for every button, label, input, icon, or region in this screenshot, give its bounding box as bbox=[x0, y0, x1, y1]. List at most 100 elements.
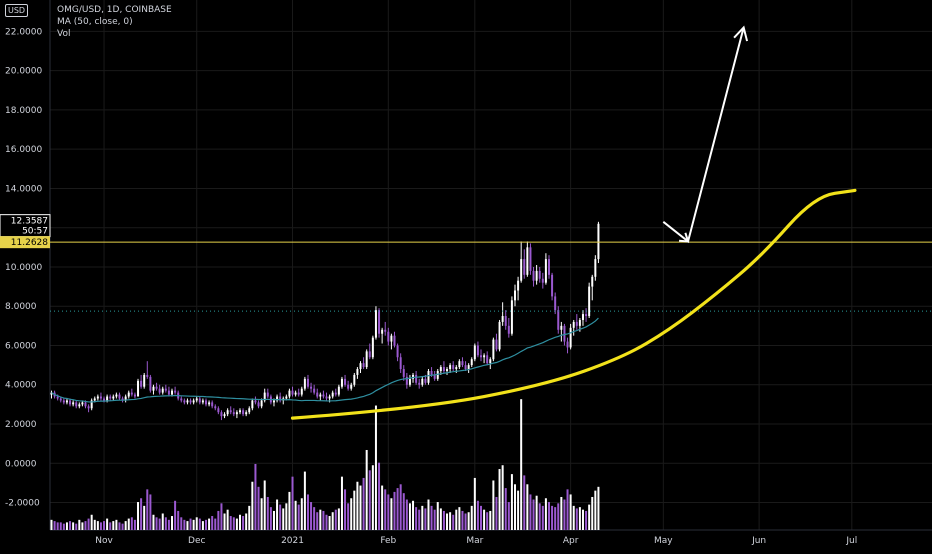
candle-body bbox=[371, 337, 374, 358]
candle-body bbox=[449, 365, 452, 370]
countdown-label: 50:57 bbox=[22, 227, 48, 237]
volume-bar bbox=[310, 502, 313, 530]
volume-bar bbox=[306, 494, 309, 530]
level-price-tag bbox=[0, 236, 50, 249]
candle-body bbox=[529, 247, 532, 271]
candle-body bbox=[121, 398, 124, 401]
volume-bar bbox=[214, 518, 217, 530]
volume-bar bbox=[514, 484, 516, 530]
candle-body bbox=[461, 361, 464, 366]
ma-line-path bbox=[51, 317, 599, 403]
volume-bar bbox=[192, 519, 195, 530]
candle-body bbox=[115, 394, 118, 397]
volume-bar bbox=[476, 500, 479, 530]
volume-bar bbox=[288, 491, 291, 530]
candle-body bbox=[430, 371, 433, 375]
volume-bar bbox=[362, 477, 365, 530]
volume-bar bbox=[226, 509, 229, 530]
candle-body bbox=[597, 223, 600, 260]
candle-body bbox=[526, 247, 529, 275]
vol-legend[interactable]: Vol bbox=[57, 29, 71, 39]
candle-body bbox=[59, 398, 62, 401]
volume-bar bbox=[464, 513, 467, 530]
y-tick-label: -2.0000 bbox=[5, 499, 40, 509]
volume-bar bbox=[551, 505, 554, 530]
candle-body bbox=[510, 300, 513, 334]
volume-bar bbox=[585, 510, 588, 530]
volume-bar bbox=[81, 522, 84, 530]
candle-body bbox=[294, 392, 297, 395]
volume-bar bbox=[529, 494, 532, 530]
candle-body bbox=[418, 382, 421, 385]
volume-bar bbox=[167, 519, 170, 530]
volume-bar bbox=[205, 519, 207, 530]
volume-bar bbox=[495, 496, 498, 530]
candle-body bbox=[130, 392, 133, 395]
candle-body bbox=[572, 321, 575, 328]
currency-badge[interactable]: USD bbox=[5, 4, 29, 17]
ma-legend[interactable]: MA (50, close, 0) bbox=[57, 17, 133, 27]
candle-body bbox=[171, 390, 174, 395]
volume-bar bbox=[118, 522, 121, 530]
candle-body bbox=[84, 402, 87, 407]
candle-body bbox=[532, 270, 535, 281]
volume-bar bbox=[115, 519, 118, 530]
volume-bar bbox=[171, 516, 174, 530]
candle-body bbox=[563, 325, 566, 342]
candle-body bbox=[62, 400, 65, 403]
candle-body bbox=[446, 369, 449, 371]
candle-body bbox=[387, 331, 390, 342]
volume-bar bbox=[452, 514, 455, 530]
candle-body bbox=[331, 392, 334, 397]
volume-bar bbox=[439, 508, 442, 530]
grid-lines bbox=[49, 0, 932, 531]
candle-body bbox=[544, 259, 547, 283]
candle-body bbox=[517, 280, 520, 291]
volume-bar bbox=[245, 513, 248, 530]
x-tick-label: Apr bbox=[563, 536, 579, 546]
volume-bar bbox=[124, 521, 127, 530]
candle-body bbox=[399, 357, 402, 370]
volume-bar bbox=[328, 516, 331, 530]
volume-bar bbox=[430, 505, 433, 530]
volume-bar bbox=[578, 507, 581, 530]
candle-body bbox=[260, 400, 263, 407]
candle-body bbox=[415, 374, 418, 383]
candle-body bbox=[99, 396, 102, 399]
volume-bar bbox=[269, 507, 272, 530]
volume-bar bbox=[53, 521, 56, 530]
volume-bar bbox=[155, 517, 158, 530]
volume-bar bbox=[56, 522, 59, 530]
candle-body bbox=[464, 365, 467, 370]
volume-bar bbox=[93, 519, 96, 530]
volume-bar bbox=[418, 509, 421, 530]
candle-body bbox=[523, 259, 526, 275]
y-tick-label: 22.0000 bbox=[5, 27, 42, 37]
symbol-title[interactable]: OMG/USD, 1D, COINBASE bbox=[57, 5, 172, 15]
candle-body bbox=[93, 398, 96, 401]
candle-body bbox=[285, 396, 288, 399]
volume-bar bbox=[251, 481, 254, 530]
volume-bar bbox=[569, 494, 572, 530]
candle-body bbox=[452, 365, 455, 370]
volume-bar bbox=[90, 514, 93, 530]
candle-body bbox=[365, 351, 368, 368]
candle-body bbox=[322, 394, 325, 397]
candle-body bbox=[362, 363, 365, 368]
volume-bar bbox=[594, 490, 597, 530]
candle-body bbox=[72, 402, 75, 405]
volume-bar bbox=[455, 509, 458, 530]
candle-body bbox=[507, 325, 510, 334]
y-tick-label: 0.0000 bbox=[5, 459, 37, 469]
candle-body bbox=[575, 321, 578, 326]
volume-bars bbox=[50, 399, 600, 530]
volume-bar bbox=[276, 499, 279, 530]
y-tick-label: 16.0000 bbox=[5, 145, 42, 155]
volume-bar bbox=[572, 505, 575, 530]
candle-body bbox=[501, 316, 504, 322]
volume-bar bbox=[143, 505, 146, 530]
x-tick-label: May bbox=[654, 536, 673, 546]
volume-bar bbox=[84, 521, 87, 530]
